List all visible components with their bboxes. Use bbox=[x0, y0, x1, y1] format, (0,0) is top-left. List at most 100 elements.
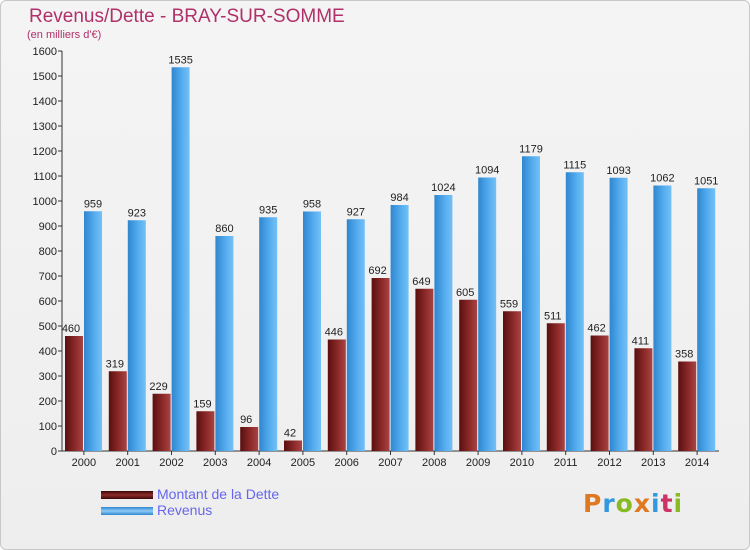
data-label-dette: 229 bbox=[149, 381, 167, 393]
x-tick-label: 2006 bbox=[334, 457, 358, 469]
bar-dette bbox=[108, 371, 127, 451]
bar-dette bbox=[415, 288, 434, 451]
legend-label-revenus: Revenus bbox=[157, 502, 213, 518]
y-tick-label: 900 bbox=[39, 221, 57, 233]
y-tick-label: 0 bbox=[51, 446, 57, 458]
data-label-dette: 649 bbox=[412, 276, 430, 288]
x-tick-label: 2010 bbox=[510, 457, 534, 469]
axes: 0 100 200 300 400 500 600 700 800 900 1000 1100 1200… bbox=[33, 46, 719, 469]
y-tick-label: 1500 bbox=[33, 71, 57, 83]
legend-swatch-revenus bbox=[101, 507, 153, 515]
bar-dette bbox=[65, 336, 83, 451]
y-tick-label: 700 bbox=[39, 271, 57, 283]
data-label-revenus: 923 bbox=[128, 207, 146, 219]
bar-dette bbox=[284, 440, 302, 451]
y-tick-label: 500 bbox=[39, 321, 57, 333]
bar-dette bbox=[240, 427, 259, 451]
y-tick-label: 100 bbox=[39, 421, 57, 433]
bar-revenus bbox=[303, 211, 321, 451]
bar-dette bbox=[371, 278, 390, 451]
data-label-revenus: 984 bbox=[390, 192, 408, 204]
bar-revenus bbox=[346, 219, 365, 451]
x-tick-label: 2005 bbox=[291, 457, 315, 469]
data-label-dette: 358 bbox=[675, 349, 693, 361]
x-tick-label: 2003 bbox=[203, 457, 227, 469]
data-label-dette: 411 bbox=[632, 335, 650, 347]
bar-dette bbox=[459, 299, 478, 451]
y-tick-label: 1600 bbox=[33, 46, 57, 58]
logo-letter: P bbox=[583, 489, 603, 518]
logo-letter: r bbox=[602, 489, 616, 518]
chart-title: Revenus/Dette - BRAY-SUR-SOMME bbox=[29, 6, 345, 27]
x-tick-label: 2009 bbox=[466, 457, 490, 469]
data-label-dette: 460 bbox=[62, 323, 80, 335]
legend-swatch-dette bbox=[101, 491, 153, 499]
data-label-revenus: 927 bbox=[347, 206, 365, 218]
data-label-dette: 605 bbox=[456, 287, 474, 299]
data-label-revenus: 935 bbox=[259, 204, 277, 216]
bar-revenus bbox=[565, 172, 584, 451]
y-tick-label: 200 bbox=[39, 396, 57, 408]
y-tick-label: 400 bbox=[39, 346, 57, 358]
bar-dette bbox=[634, 348, 653, 451]
bar-revenus bbox=[127, 220, 146, 451]
chart-subtitle: (en milliers d'€) bbox=[27, 29, 102, 41]
data-label-revenus: 1179 bbox=[519, 143, 543, 155]
bar-dette bbox=[152, 393, 171, 451]
bar-dette bbox=[590, 335, 609, 451]
data-label-revenus: 959 bbox=[84, 198, 102, 210]
legend-label-dette: Montant de la Dette bbox=[157, 486, 280, 502]
y-tick-label: 1400 bbox=[33, 96, 57, 108]
bar-revenus bbox=[171, 67, 190, 451]
data-label-revenus: 860 bbox=[215, 223, 233, 235]
y-tick-label: 1000 bbox=[33, 196, 57, 208]
y-tick-label: 300 bbox=[39, 371, 57, 383]
bar-revenus bbox=[697, 188, 716, 451]
bar-dette bbox=[327, 339, 346, 451]
data-label-revenus: 1062 bbox=[650, 173, 674, 185]
y-tick-label: 600 bbox=[39, 296, 57, 308]
logo-letter: i bbox=[673, 489, 684, 518]
proxiti-logo: Proxiti bbox=[583, 489, 683, 518]
x-tick-label: 2007 bbox=[378, 457, 402, 469]
data-label-dette: 462 bbox=[587, 323, 605, 335]
bars bbox=[65, 67, 716, 451]
bar-dette bbox=[503, 311, 521, 451]
data-label-dette: 559 bbox=[500, 298, 518, 310]
data-labels: 460 959 319 923 229 1535 159 860 96 935 42 958 446 92… bbox=[62, 54, 719, 439]
x-tick-label: 2001 bbox=[115, 457, 139, 469]
bar-dette bbox=[196, 411, 215, 451]
x-tick-label: 2012 bbox=[597, 457, 621, 469]
logo-letter: t bbox=[660, 489, 674, 518]
data-label-dette: 511 bbox=[544, 310, 562, 322]
bar-revenus bbox=[609, 177, 628, 451]
data-label-dette: 42 bbox=[284, 428, 296, 440]
x-tick-label: 2008 bbox=[422, 457, 446, 469]
bar-revenus bbox=[434, 195, 453, 451]
data-label-dette: 319 bbox=[106, 358, 124, 370]
y-tick-label: 1100 bbox=[33, 171, 57, 183]
x-tick-label: 2000 bbox=[72, 457, 96, 469]
logo-letter: x bbox=[633, 489, 651, 518]
x-tick-label: 2011 bbox=[554, 457, 578, 469]
data-label-dette: 446 bbox=[325, 327, 343, 339]
x-tick-label: 2004 bbox=[247, 457, 271, 469]
y-tick-label: 1200 bbox=[33, 146, 57, 158]
data-label-revenus: 1535 bbox=[168, 54, 192, 66]
x-tick-label: 2013 bbox=[641, 457, 665, 469]
y-tick-label: 1300 bbox=[33, 121, 57, 133]
bar-revenus bbox=[390, 205, 409, 451]
data-label-dette: 692 bbox=[368, 265, 386, 277]
x-tick-label: 2002 bbox=[159, 457, 183, 469]
data-label-revenus: 1024 bbox=[431, 182, 455, 194]
data-label-revenus: 1051 bbox=[694, 175, 718, 187]
bar-dette bbox=[678, 361, 697, 451]
data-label-revenus: 1115 bbox=[563, 159, 586, 171]
data-label-dette: 96 bbox=[240, 414, 252, 426]
data-label-dette: 159 bbox=[193, 398, 211, 410]
x-tick-label: 2014 bbox=[685, 457, 709, 469]
logo-letter: o bbox=[615, 489, 634, 518]
data-label-revenus: 1093 bbox=[606, 165, 630, 177]
bar-revenus bbox=[215, 236, 234, 451]
